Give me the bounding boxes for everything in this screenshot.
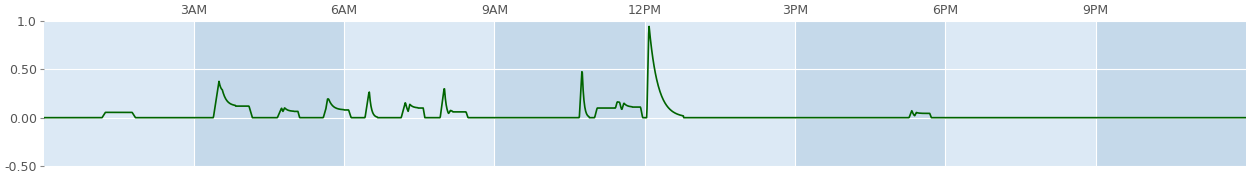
Bar [645, 21, 795, 166]
Bar [44, 21, 194, 166]
Bar [194, 21, 344, 166]
Bar [795, 21, 945, 166]
Bar [1095, 21, 1246, 166]
Bar [344, 21, 495, 166]
Bar [945, 21, 1095, 166]
Bar [495, 21, 645, 166]
